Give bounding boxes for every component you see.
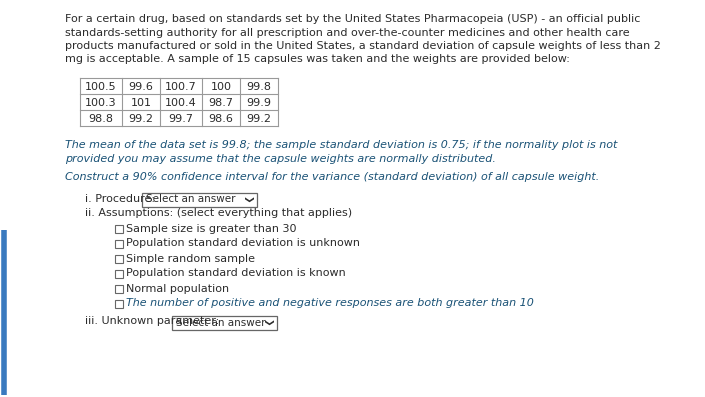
- FancyBboxPatch shape: [115, 270, 123, 278]
- Text: 99.7: 99.7: [168, 114, 193, 124]
- FancyBboxPatch shape: [115, 299, 123, 308]
- Text: Population standard deviation is unknown: Population standard deviation is unknown: [126, 239, 360, 249]
- Text: ❯: ❯: [243, 196, 252, 203]
- Text: 100.5: 100.5: [85, 82, 117, 92]
- FancyBboxPatch shape: [142, 193, 257, 206]
- FancyBboxPatch shape: [115, 224, 123, 233]
- Text: iii. Unknown parameter:: iii. Unknown parameter:: [85, 316, 219, 326]
- Text: 99.2: 99.2: [247, 114, 271, 124]
- Text: 98.7: 98.7: [209, 98, 233, 108]
- Text: 100: 100: [211, 82, 231, 92]
- Text: i. Procedure:: i. Procedure:: [85, 193, 155, 204]
- Text: 99.6: 99.6: [128, 82, 154, 92]
- Text: For a certain drug, based on standards set by the United States Pharmacopeia (US: For a certain drug, based on standards s…: [65, 14, 640, 24]
- Text: mg is acceptable. A sample of 15 capsules was taken and the weights are provided: mg is acceptable. A sample of 15 capsule…: [65, 54, 570, 64]
- Text: ii. Assumptions: (select everything that applies): ii. Assumptions: (select everything that…: [85, 208, 352, 218]
- Text: 100.3: 100.3: [85, 98, 117, 108]
- Text: 99.9: 99.9: [247, 98, 271, 108]
- Text: 100.4: 100.4: [165, 98, 197, 108]
- Text: Construct a 90% confidence interval for the variance (standard deviation) of all: Construct a 90% confidence interval for …: [65, 172, 599, 182]
- Text: The mean of the data set is 99.8; the sample standard deviation is 0.75; if the : The mean of the data set is 99.8; the sa…: [65, 140, 618, 150]
- FancyBboxPatch shape: [115, 285, 123, 293]
- Text: Select an answer: Select an answer: [176, 318, 266, 328]
- FancyBboxPatch shape: [115, 254, 123, 262]
- Text: standards-setting authority for all prescription and over-the-counter medicines : standards-setting authority for all pres…: [65, 27, 630, 37]
- Text: provided you may assume that the capsule weights are normally distributed.: provided you may assume that the capsule…: [65, 154, 496, 164]
- Text: 98.8: 98.8: [89, 114, 114, 124]
- Text: 100.7: 100.7: [165, 82, 197, 92]
- Text: Normal population: Normal population: [126, 283, 229, 293]
- Text: Select an answer: Select an answer: [146, 195, 235, 204]
- Text: products manufactured or sold in the United States, a standard deviation of caps: products manufactured or sold in the Uni…: [65, 41, 661, 51]
- Text: 98.6: 98.6: [209, 114, 233, 124]
- Text: The number of positive and negative responses are both greater than 10: The number of positive and negative resp…: [126, 299, 534, 308]
- Text: Simple random sample: Simple random sample: [126, 254, 255, 264]
- Text: 99.2: 99.2: [128, 114, 154, 124]
- Text: 101: 101: [130, 98, 152, 108]
- Text: 99.8: 99.8: [247, 82, 271, 92]
- FancyBboxPatch shape: [172, 316, 277, 330]
- FancyBboxPatch shape: [115, 239, 123, 247]
- Text: ❯: ❯: [262, 319, 271, 326]
- Text: Population standard deviation is known: Population standard deviation is known: [126, 268, 345, 279]
- Text: Sample size is greater than 30: Sample size is greater than 30: [126, 224, 297, 233]
